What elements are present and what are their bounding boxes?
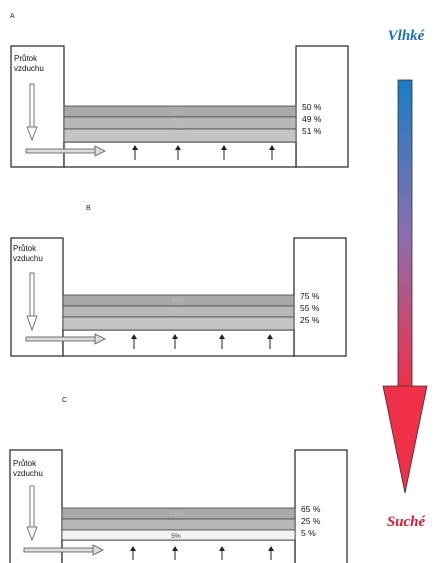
layer-label: 51%	[171, 133, 184, 140]
air-channel	[62, 329, 295, 357]
layer-value: 55 %	[300, 303, 320, 313]
inlet-chamber	[10, 237, 64, 357]
layer-label: 49%	[171, 121, 184, 128]
layer-value: 25 %	[300, 315, 320, 325]
up-arrow-icon	[175, 145, 181, 160]
layer-label: 25%	[171, 321, 184, 328]
right-arrow-icon	[23, 544, 104, 556]
panel-a: A Průtok vzduchu 50% 49% 51% 50 % 49 % 5…	[10, 13, 349, 168]
up-arrow-icon	[268, 546, 274, 560]
layer-value: 65 %	[301, 504, 321, 514]
panel-letter: B	[86, 205, 91, 212]
layer-label: 65%	[169, 511, 182, 518]
layer-label: 55%	[171, 309, 184, 316]
layer-value: 49 %	[302, 114, 322, 124]
drying-layer	[63, 128, 297, 143]
airflow-label-line1: Průtok	[13, 244, 37, 253]
right-arrow-icon	[25, 333, 106, 345]
humid-label: Vlhké	[388, 28, 426, 44]
up-arrow-icon	[130, 546, 136, 560]
layer-value: 25 %	[301, 516, 321, 526]
airflow-label-line2: vzduchu	[13, 254, 43, 263]
airflow-label-line2: vzduchu	[14, 64, 44, 73]
down-arrow-icon	[26, 485, 38, 542]
panel-c: C Průtok vzduchu 65% 25% 5% 65 % 25 % 5 …	[9, 397, 348, 563]
up-arrow-icon	[221, 145, 227, 160]
panel-b: B Průtok vzduchu 75% 55% 25% 75 % 55 % 2…	[10, 205, 347, 357]
layer-label: 5%	[171, 533, 181, 540]
layer-label: 75%	[171, 298, 184, 305]
outlet-chamber	[295, 45, 349, 168]
layer-value: 5 %	[301, 528, 316, 538]
right-arrow-icon	[25, 145, 106, 157]
panel-letter: C	[62, 397, 67, 404]
up-arrow-icon	[172, 334, 178, 349]
down-arrow-icon	[26, 272, 38, 332]
drying-layer	[62, 316, 295, 331]
panel-letter: A	[10, 13, 15, 20]
inlet-chamber	[10, 45, 65, 168]
layer-value: 50 %	[302, 102, 322, 112]
up-arrow-icon	[172, 546, 178, 560]
layer-value: 75 %	[300, 291, 320, 301]
drying-layer	[61, 529, 296, 541]
layer-label: 50%	[171, 109, 184, 116]
layer-label: 25%	[169, 522, 182, 529]
up-arrow-icon	[269, 145, 275, 160]
outlet-chamber	[294, 449, 348, 563]
humidity-gradient-arrow	[382, 79, 428, 494]
dry-label: Suché	[387, 514, 427, 530]
up-arrow-icon	[267, 334, 273, 349]
inlet-chamber	[9, 449, 63, 563]
up-arrow-icon	[131, 334, 137, 349]
airflow-label-line2: vzduchu	[13, 469, 43, 478]
up-arrow-icon	[132, 145, 138, 160]
layer-value: 51 %	[302, 126, 322, 136]
up-arrow-icon	[219, 546, 225, 560]
outlet-chamber	[293, 237, 347, 357]
down-arrow-icon	[26, 83, 38, 142]
airflow-label-line1: Průtok	[14, 54, 38, 63]
up-arrow-icon	[219, 334, 225, 349]
airflow-label-line1: Průtok	[13, 459, 37, 468]
